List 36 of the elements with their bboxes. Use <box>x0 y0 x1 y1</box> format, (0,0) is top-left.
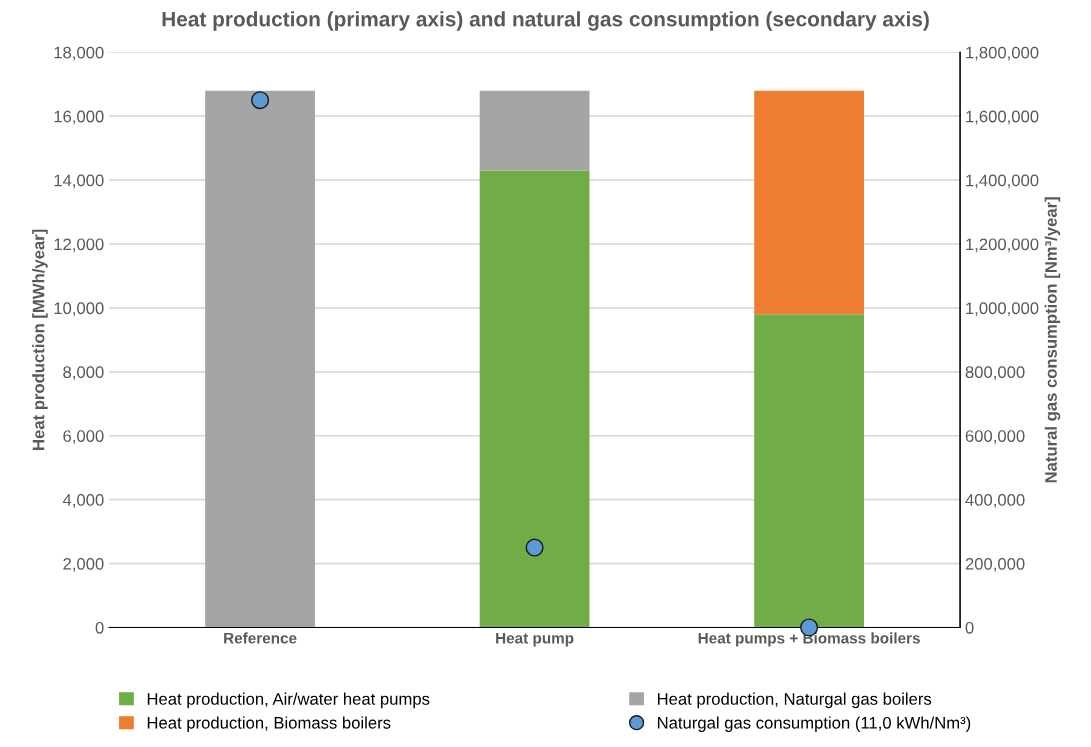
y-tick-label: 6,000 <box>63 430 104 444</box>
bar <box>205 90 315 628</box>
legend-label: Naturgal gas consumption (11,0 kWh/Nm³) <box>657 716 971 732</box>
y-tick-label: 0 <box>95 621 104 634</box>
point <box>251 91 270 110</box>
y2-tick-label: 1,600,000 <box>966 110 1039 125</box>
legend-label: Heat production, Biomass boilers <box>147 716 391 732</box>
y2-tick-label: 200,000 <box>965 557 1025 572</box>
y2-tick-label: 1,400,000 <box>966 174 1039 189</box>
x-tick-label: Heat pump <box>496 632 574 647</box>
y2-tick-label: 800,000 <box>965 366 1025 381</box>
bar <box>479 170 590 628</box>
x-tick-label: Reference <box>224 632 297 644</box>
point <box>525 538 544 557</box>
y2-tick-label: 1,000,000 <box>966 302 1039 317</box>
y-tick-label: 4,000 <box>62 494 104 508</box>
y2-tick-label: 1,800,000 <box>966 46 1039 61</box>
legend-label: Heat production, Naturgal gas boilers <box>657 692 932 709</box>
y2-tick-label: 400,000 <box>965 494 1025 508</box>
bar <box>479 90 590 171</box>
y-tick-label: 8,000 <box>63 366 104 381</box>
y-tick-label: 18,000 <box>54 46 104 61</box>
y-tick-label: 16,000 <box>54 110 104 125</box>
y-tick-label: 10,000 <box>54 302 104 317</box>
bar <box>754 90 864 315</box>
y2-axis-title: Natural gas consumption [Nm³/year] <box>1044 197 1061 483</box>
y2-tick-label: 1,200,000 <box>966 238 1039 253</box>
y-axis-title: Heat production [MWh/year] <box>32 229 48 450</box>
legend-label: Heat production, Air/water heat pumps <box>147 692 430 709</box>
bar <box>754 314 864 628</box>
y2-tick-label: 0 <box>965 621 974 634</box>
y-tick-label: 12,000 <box>54 238 104 253</box>
y-tick-label: 2,000 <box>63 557 104 572</box>
y-tick-label: 14,000 <box>54 174 104 189</box>
chart-title: Heat production (primary axis) and natural gas consumption (secondary axis) <box>162 11 929 31</box>
y2-tick-label: 600,000 <box>965 430 1025 444</box>
